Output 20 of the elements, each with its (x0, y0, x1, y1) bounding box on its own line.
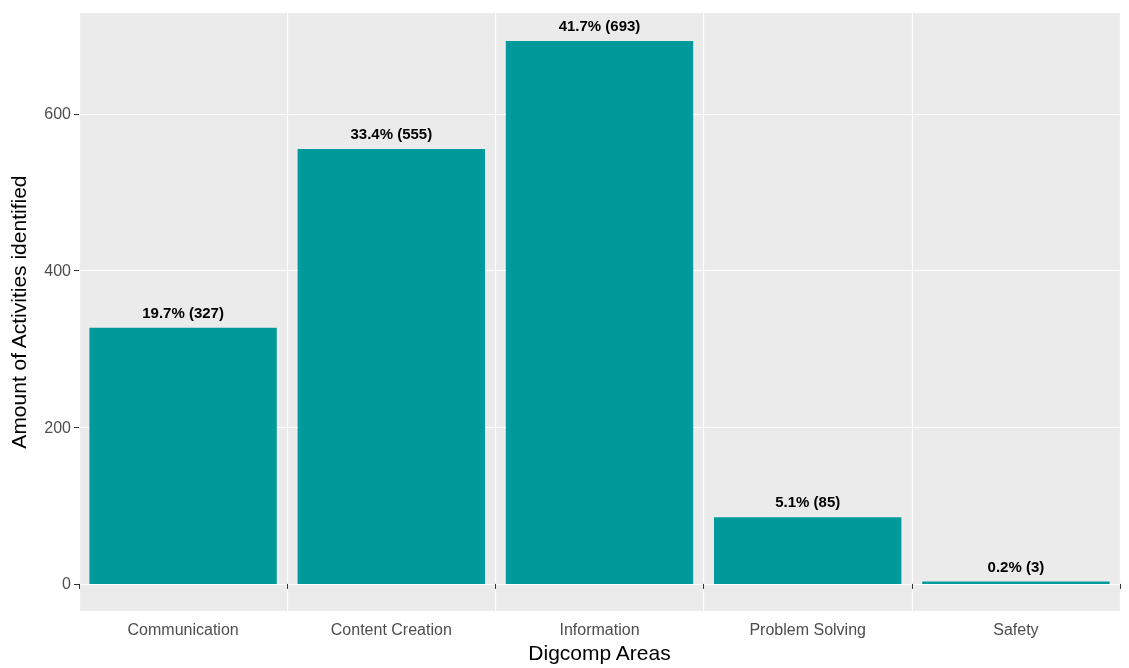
x-axis-title: Digcomp Areas (528, 641, 671, 664)
x-tick-label: Information (559, 620, 640, 638)
bar (89, 327, 277, 584)
y-axis-title: Amount of Activities identified (7, 175, 30, 449)
data-label: 33.4% (555) (350, 125, 433, 143)
x-tick-label: Content Creation (330, 620, 452, 638)
y-tick-label: 0 (62, 575, 72, 593)
y-tick-label: 200 (44, 418, 72, 436)
x-tick-label: Communication (127, 620, 239, 638)
y-tick-label: 400 (44, 261, 72, 279)
data-label: 19.7% (327) (142, 303, 224, 321)
y-tick-label: 600 (44, 105, 72, 123)
bar (505, 40, 694, 584)
bar (297, 149, 485, 584)
x-tick-label: Problem Solving (749, 620, 866, 638)
x-tick-label: Safety (993, 620, 1039, 638)
data-label: 0.2% (3) (987, 557, 1045, 575)
data-label: 41.7% (693) (558, 16, 641, 34)
bar (714, 517, 902, 584)
data-label: 5.1% (85) (775, 493, 841, 511)
